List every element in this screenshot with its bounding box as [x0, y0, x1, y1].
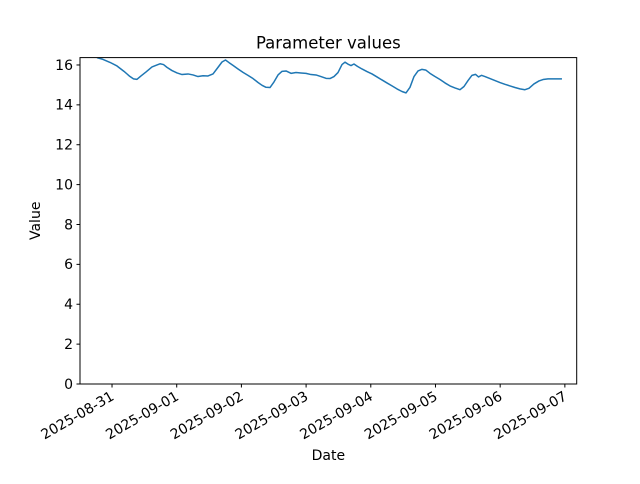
- y-tick-label: 16: [55, 58, 73, 74]
- x-tick-label: 2025-09-01: [103, 389, 181, 444]
- y-tick-label: 10: [55, 177, 73, 193]
- y-tick-label: 0: [64, 377, 73, 393]
- x-tick-label: 2025-09-05: [362, 389, 440, 444]
- x-tick-label: 2025-08-31: [39, 389, 117, 444]
- axes-frame: [79, 57, 578, 385]
- chart-title: Parameter values: [256, 34, 401, 53]
- x-axis-ticks: 2025-08-312025-09-012025-09-022025-09-03…: [39, 384, 570, 443]
- y-axis-ticks: 0 2 4 6 8 10 12 14 16: [55, 58, 80, 393]
- x-tick-label: 2025-09-02: [168, 389, 246, 444]
- series-line: [96, 57, 562, 94]
- y-tick-label: 6: [64, 257, 73, 273]
- y-tick-label: 2: [64, 337, 73, 353]
- plot-area: [80, 57, 577, 384]
- x-tick-label: 2025-09-07: [491, 389, 569, 444]
- x-tick-label: 2025-09-04: [297, 389, 376, 444]
- y-tick-label: 12: [55, 138, 73, 154]
- y-tick-label: 8: [64, 217, 73, 233]
- y-axis-label: Value: [28, 202, 44, 240]
- y-tick-label: 14: [55, 98, 73, 114]
- x-axis-label: Date: [312, 448, 345, 464]
- x-tick-label: 2025-09-03: [233, 389, 311, 444]
- y-tick-label: 4: [64, 297, 73, 313]
- x-tick-label: 2025-09-06: [427, 389, 506, 444]
